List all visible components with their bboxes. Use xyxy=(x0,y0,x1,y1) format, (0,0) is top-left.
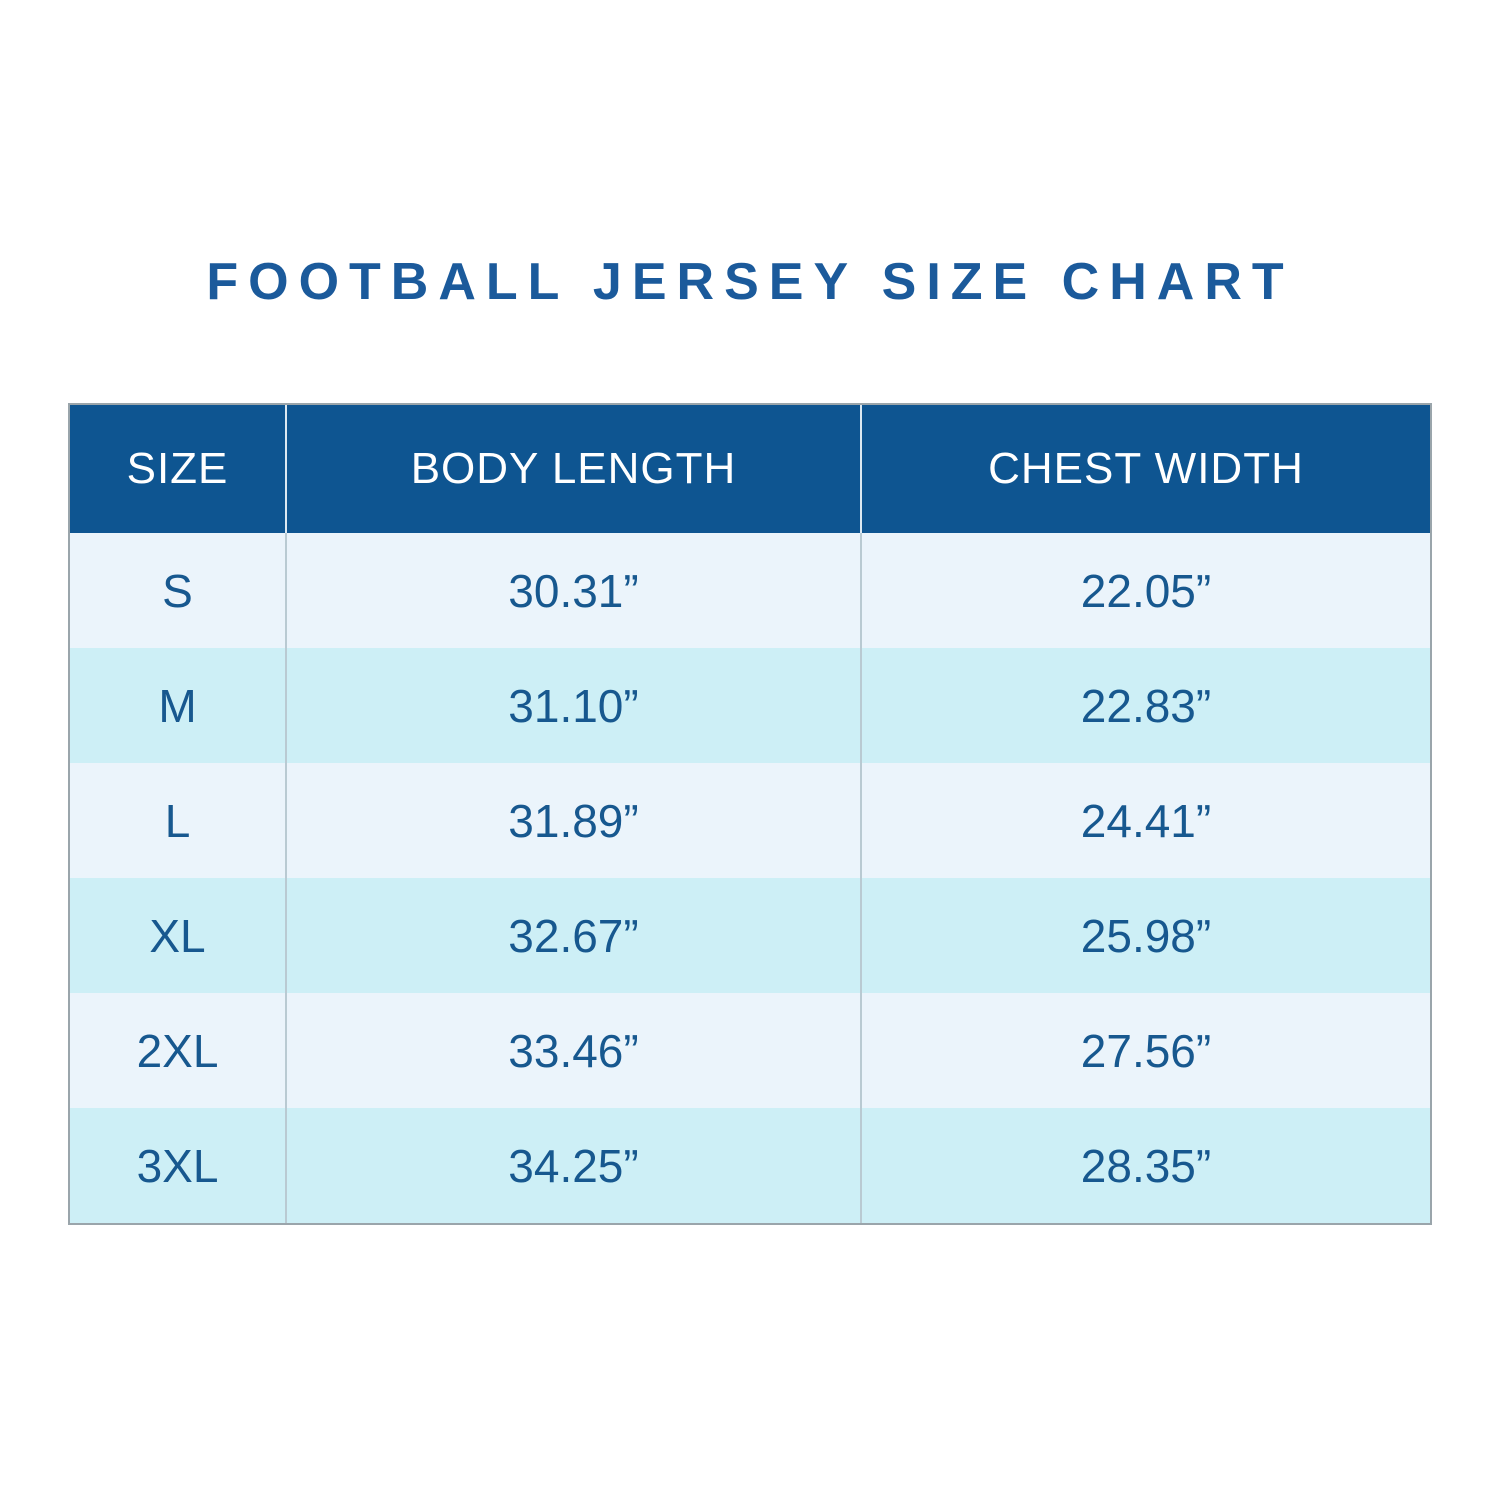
chest-width-cell: 22.83” xyxy=(860,648,1430,763)
table-row: 2XL 33.46” 27.56” xyxy=(70,993,1430,1108)
header-cell-chest-width: CHEST WIDTH xyxy=(860,405,1430,533)
size-table: SIZE BODY LENGTH CHEST WIDTH S 30.31” 22… xyxy=(68,403,1432,1225)
chest-width-cell: 24.41” xyxy=(860,763,1430,878)
body-length-cell: 32.67” xyxy=(285,878,860,993)
header-cell-size: SIZE xyxy=(126,444,229,493)
chest-width-cell: 22.05” xyxy=(860,533,1430,648)
size-cell: XL xyxy=(149,909,206,962)
chart-title: FOOTBALL JERSEY SIZE CHART xyxy=(206,253,1294,311)
chest-width-cell: 27.56” xyxy=(860,993,1430,1108)
chest-width-cell: 28.35” xyxy=(860,1108,1430,1223)
body-length-cell: 33.46” xyxy=(285,993,860,1108)
table-row: 3XL 34.25” 28.35” xyxy=(70,1108,1430,1223)
table-row: L 31.89” 24.41” xyxy=(70,763,1430,878)
size-cell: 3XL xyxy=(136,1139,219,1192)
size-cell: S xyxy=(162,564,193,617)
body-length-cell: 34.25” xyxy=(285,1108,860,1223)
chest-width-cell: 25.98” xyxy=(860,878,1430,993)
table-row: S 30.31” 22.05” xyxy=(70,533,1430,648)
table-header-row: SIZE BODY LENGTH CHEST WIDTH xyxy=(70,405,1430,533)
header-cell-body-length: BODY LENGTH xyxy=(285,405,860,533)
body-length-cell: 30.31” xyxy=(285,533,860,648)
body-length-cell: 31.10” xyxy=(285,648,860,763)
size-cell: L xyxy=(164,794,191,847)
table-body: S 30.31” 22.05” M 31.10” 22.83” L 31.89”… xyxy=(70,533,1430,1223)
body-length-cell: 31.89” xyxy=(285,763,860,878)
size-cell: 2XL xyxy=(136,1024,219,1077)
size-cell: M xyxy=(158,679,197,732)
table-row: M 31.10” 22.83” xyxy=(70,648,1430,763)
table-row: XL 32.67” 25.98” xyxy=(70,878,1430,993)
